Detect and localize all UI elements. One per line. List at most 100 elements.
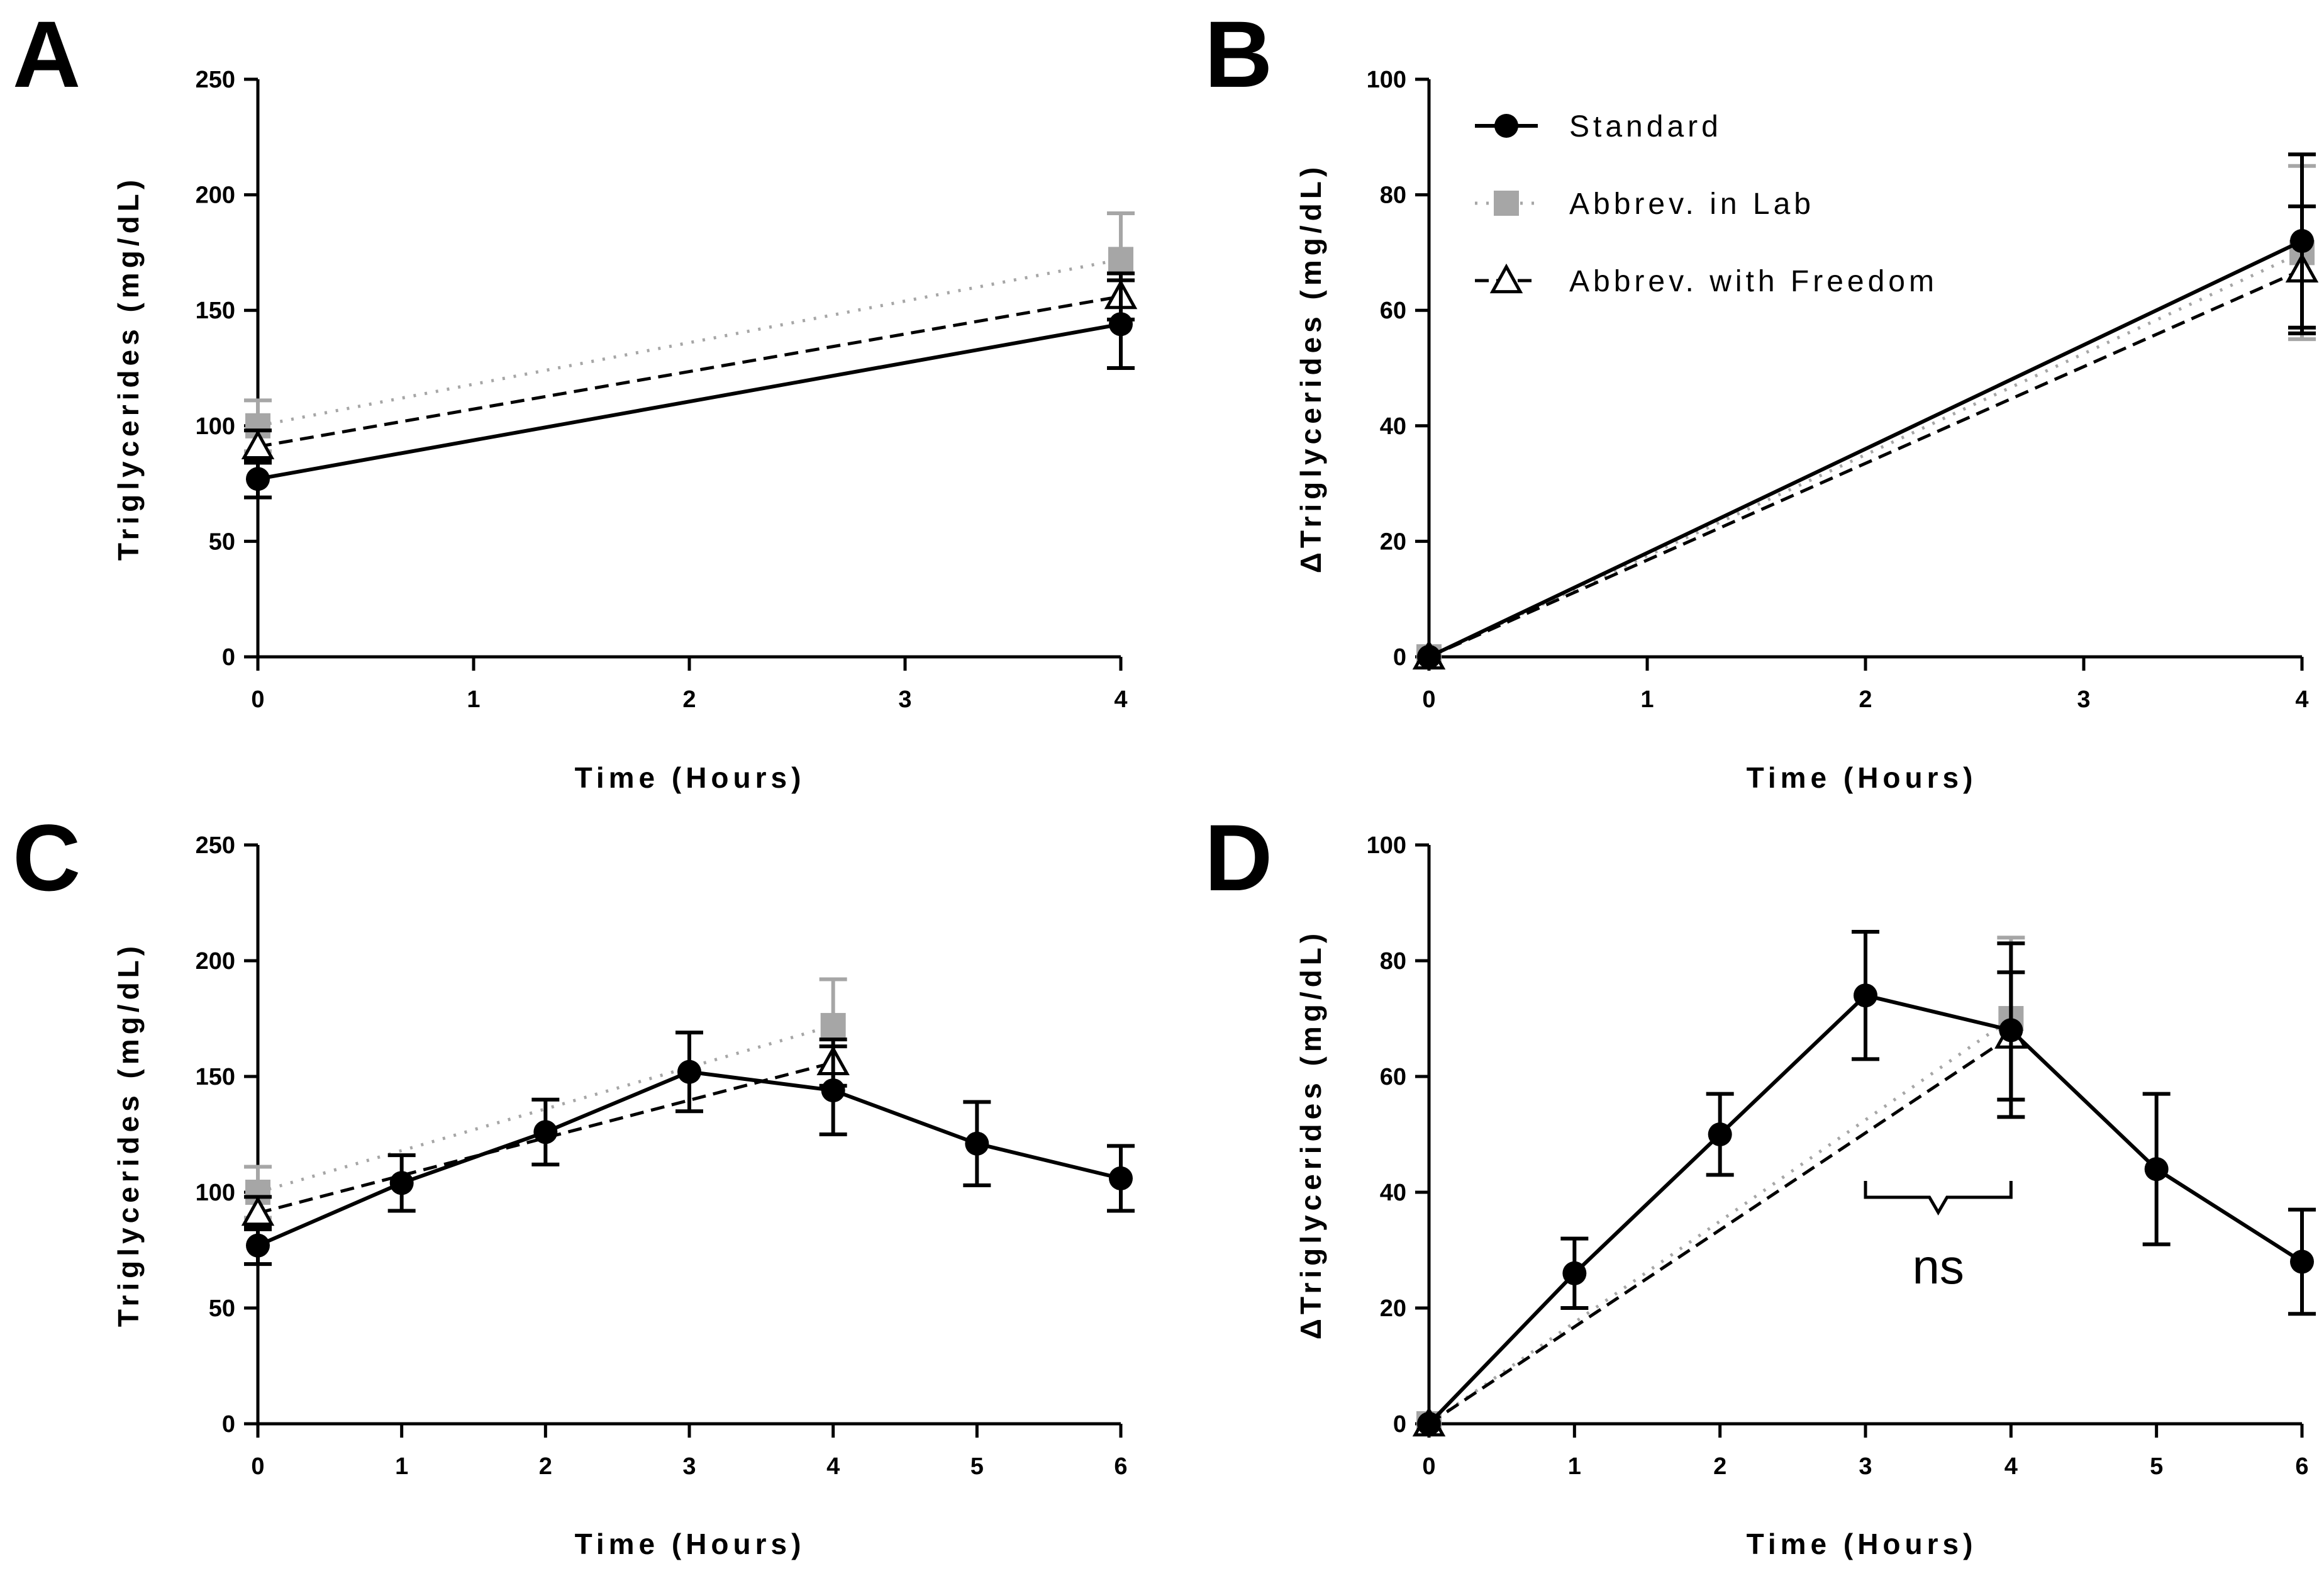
bracket	[1864, 1181, 2013, 1216]
series-standard	[1417, 930, 2316, 1436]
x-tick-label: 4	[826, 1453, 840, 1480]
x-tick-label: 2	[1713, 1453, 1726, 1480]
data-point	[2144, 1157, 2169, 1182]
series-abbrev-freedom	[241, 271, 1138, 465]
ns-annotation: ns	[1864, 1181, 2013, 1294]
x-tick-label: 0	[251, 1453, 264, 1480]
x-tick-label: 4	[1114, 686, 1127, 713]
y-tick-label: 80	[1380, 948, 1406, 975]
data-point	[1108, 247, 1133, 272]
data-point	[820, 1013, 846, 1039]
series-line	[257, 1024, 834, 1194]
legend-item: Abbrev. in Lab	[1475, 187, 1815, 221]
y-tick-label: 0	[1393, 1411, 1406, 1438]
y-tick-label: 50	[209, 1295, 235, 1322]
legend: Standard Abbrev. in Lab Abbrev. with Freed…	[1475, 110, 1938, 298]
legend-item: Abbrev. with Freedom	[1475, 263, 1938, 298]
data-point	[2290, 229, 2314, 254]
series-abbrev-lab	[1416, 164, 2316, 669]
series-line	[257, 294, 1121, 449]
y-axis-title: Triglycerides (mg/dL)	[112, 942, 145, 1327]
y-tick-label: 100	[1367, 67, 1406, 93]
y-axis-title: Triglycerides (mg/dL)	[112, 176, 145, 561]
data-point	[821, 1078, 845, 1103]
panel-a: A 0 50 100 150 200 250 0 1 2 3 4 Time (Hours) Triglyc…	[13, 1, 1138, 794]
x-tick-label: 3	[682, 1453, 696, 1480]
y-axis-title: ΔTriglycerides (mg/dL)	[1294, 163, 1327, 573]
y-tick-label: 100	[1367, 832, 1406, 859]
y-tick-label: 150	[196, 298, 235, 324]
data-point	[246, 467, 270, 491]
x-tick-label: 5	[970, 1453, 984, 1480]
panel-b: B 0 20 40 60 80 100 0 1 2 3 4 Time (Hours) ΔTriglycer…	[1204, 1, 2319, 794]
y-tick-label: 0	[222, 644, 235, 671]
y-tick-label: 80	[1380, 182, 1406, 209]
series-abbrev-lab	[244, 211, 1135, 454]
y-tick-label: 20	[1380, 1295, 1406, 1322]
x-axis-title: Time (Hours)	[575, 1528, 806, 1560]
legend-label: Abbrev. with Freedom	[1569, 265, 1938, 298]
y-tick-label: 40	[1380, 1180, 1406, 1206]
data-point	[1562, 1261, 1587, 1285]
x-tick-label: 2	[539, 1453, 552, 1480]
legend-label: Abbrev. in Lab	[1569, 187, 1815, 221]
series-line	[1428, 239, 2303, 659]
legend-marker	[1494, 191, 1519, 216]
panel-letter: B	[1204, 1, 1272, 107]
data-point	[246, 1233, 270, 1258]
x-tick-label: 0	[1422, 686, 1435, 713]
data-point	[241, 429, 275, 459]
y-tick-label: 40	[1380, 413, 1406, 440]
series-standard	[1417, 152, 2316, 669]
data-point	[1109, 1166, 1133, 1190]
legend-marker	[1489, 263, 1523, 294]
series-line	[257, 1061, 834, 1215]
series-line	[1428, 1034, 2012, 1426]
x-tick-label: 2	[682, 686, 696, 713]
panel-letter: A	[13, 1, 81, 107]
y-tick-label: 60	[1380, 1064, 1406, 1090]
y-tick-label: 20	[1380, 528, 1406, 555]
x-tick-label: 1	[1568, 1453, 1581, 1480]
series-standard	[244, 278, 1135, 500]
legend-item: Standard	[1475, 110, 1718, 143]
data-point	[1417, 1412, 1441, 1436]
panel-letter: C	[13, 805, 81, 910]
data-point	[677, 1059, 701, 1084]
y-tick-label: 100	[196, 413, 235, 440]
series-line	[1428, 268, 2303, 659]
panel-letter: D	[1204, 805, 1272, 910]
x-axis-title: Time (Hours)	[1747, 1528, 1977, 1560]
y-axis-title: ΔTriglycerides (mg/dL)	[1294, 929, 1327, 1339]
series-line	[257, 322, 1121, 481]
data-point	[1854, 983, 1877, 1008]
x-tick-label: 0	[251, 686, 264, 713]
x-tick-label: 1	[467, 686, 480, 713]
data-point	[389, 1171, 414, 1195]
x-tick-label: 3	[2077, 686, 2090, 713]
data-point	[533, 1120, 558, 1144]
y-tick-label: 100	[196, 1180, 235, 1206]
series-standard	[244, 1031, 1135, 1266]
x-tick-label: 5	[2150, 1453, 2163, 1480]
x-axis-title: Time (Hours)	[575, 761, 806, 794]
y-tick-label: 150	[196, 1064, 235, 1090]
data-point	[1417, 645, 1441, 669]
y-tick-label: 0	[222, 1411, 235, 1438]
x-tick-label: 4	[2004, 1453, 2018, 1480]
panel-d: D 0 20 40 60 80 100 0 1 2 3 4 5 6 Time (Hours) ΔTriglyc…	[1204, 805, 2316, 1560]
y-tick-label: 200	[196, 948, 235, 975]
x-tick-label: 3	[898, 686, 911, 713]
y-tick-label: 50	[209, 528, 235, 555]
x-tick-label: 3	[1859, 1453, 1872, 1480]
legend-marker	[1494, 114, 1518, 138]
data-point	[965, 1131, 989, 1156]
x-tick-label: 0	[1422, 1453, 1435, 1480]
data-point	[1109, 312, 1133, 337]
data-point	[1708, 1122, 1732, 1146]
x-tick-label: 2	[1859, 686, 1872, 713]
y-tick-label: 200	[196, 182, 235, 209]
data-point	[1999, 1018, 2023, 1043]
y-tick-label: 60	[1380, 298, 1406, 324]
